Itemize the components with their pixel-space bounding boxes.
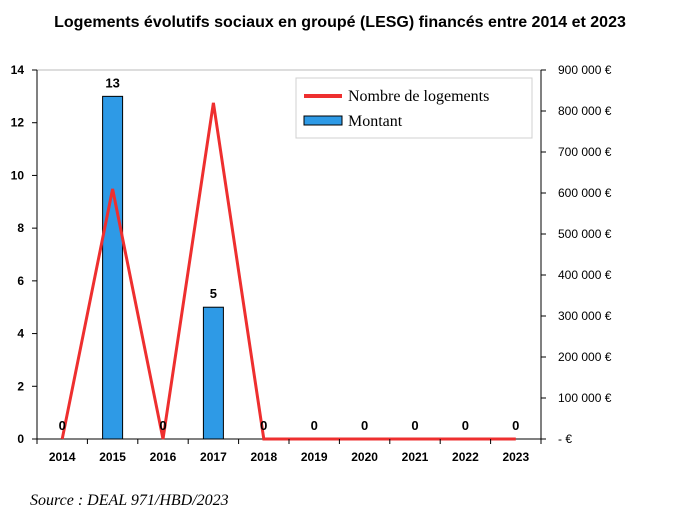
x-tick-label: 2020 xyxy=(351,450,378,464)
x-tick-label: 2018 xyxy=(250,450,277,464)
bar xyxy=(203,307,223,439)
right-tick-label: 800 000 € xyxy=(558,104,612,118)
left-tick-label: 6 xyxy=(17,274,24,288)
legend-swatch-bar xyxy=(304,116,342,125)
legend-box xyxy=(296,78,532,138)
x-tick-label: 2019 xyxy=(301,450,328,464)
right-tick-label: 300 000 € xyxy=(558,309,612,323)
x-tick-label: 2023 xyxy=(502,450,529,464)
left-tick-label: 2 xyxy=(17,379,24,393)
right-tick-label: 700 000 € xyxy=(558,145,612,159)
line-path xyxy=(62,103,516,439)
bar-data-label: 0 xyxy=(59,418,66,433)
right-tick-label: 200 000 € xyxy=(558,350,612,364)
x-axis: 2014 2015 2016 2017 2018 2019 2020 2021 2022 2023 xyxy=(37,439,541,464)
bar xyxy=(103,96,123,439)
x-tick-label: 2021 xyxy=(402,450,429,464)
chart-title: Logements évolutifs sociaux en groupé (L… xyxy=(54,14,626,31)
x-tick-label: 2014 xyxy=(49,450,76,464)
bar-data-label: 0 xyxy=(159,418,166,433)
left-tick-label: 0 xyxy=(17,432,24,446)
bar-data-label: 0 xyxy=(411,418,418,433)
x-tick-label: 2022 xyxy=(452,450,479,464)
left-tick-label: 4 xyxy=(17,327,24,341)
bar-data-label: 0 xyxy=(361,418,368,433)
bar-data-label: 5 xyxy=(210,286,217,301)
line-series xyxy=(62,103,516,439)
right-tick-label: 100 000 € xyxy=(558,391,612,405)
right-tick-label: 400 000 € xyxy=(558,268,612,282)
left-tick-label: 10 xyxy=(11,168,25,182)
right-axis: - € 100 000 € 200 000 € 300 000 € 400 000 € 5… xyxy=(541,63,612,446)
source-note: Source : DEAL 971/HBD/2023 xyxy=(30,492,229,509)
left-tick-label: 12 xyxy=(11,116,25,130)
x-tick-label: 2017 xyxy=(200,450,227,464)
x-tick-label: 2015 xyxy=(99,450,126,464)
legend-label-line: Nombre de logements xyxy=(348,88,489,105)
left-tick-label: 8 xyxy=(17,221,24,235)
left-tick-label: 14 xyxy=(11,63,25,77)
left-axis: 0 2 4 6 8 10 12 14 xyxy=(11,63,37,446)
bar-data-label: 0 xyxy=(260,418,267,433)
right-tick-label: 600 000 € xyxy=(558,186,612,200)
right-tick-label: 900 000 € xyxy=(558,63,612,77)
bar-data-label: 0 xyxy=(462,418,469,433)
x-tick-label: 2016 xyxy=(150,450,177,464)
bar-data-label: 13 xyxy=(105,75,119,90)
bar-data-label: 0 xyxy=(311,418,318,433)
right-tick-label: 500 000 € xyxy=(558,227,612,241)
right-tick-label: - € xyxy=(558,432,572,446)
bar-data-label: 0 xyxy=(512,418,519,433)
legend: Nombre de logements Montant xyxy=(296,78,532,138)
legend-label-bar: Montant xyxy=(348,113,403,130)
